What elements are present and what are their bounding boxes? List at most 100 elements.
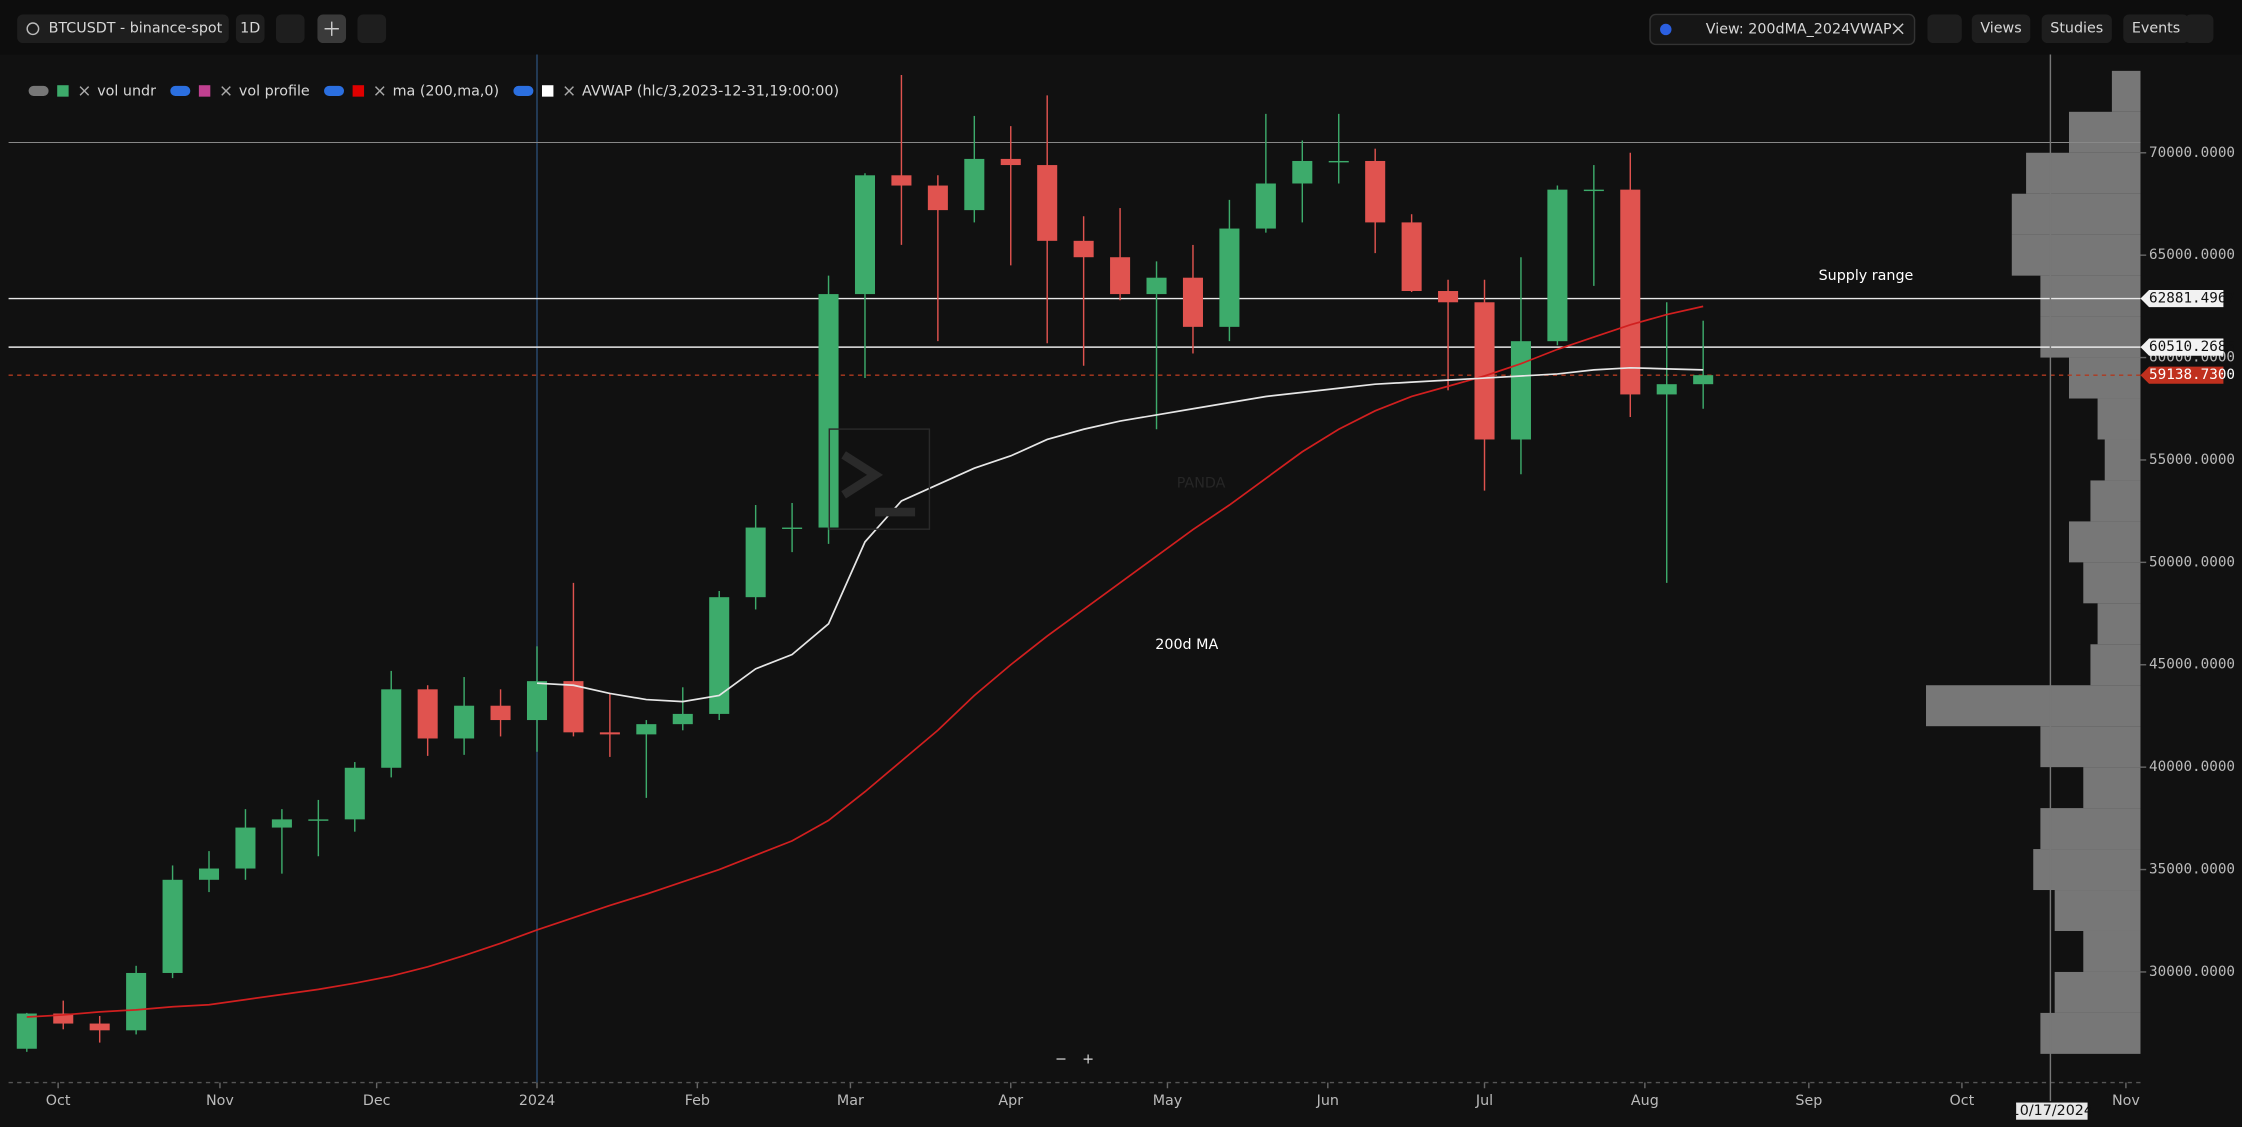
x-tick-label: Jul: [1475, 1093, 1493, 1109]
volume-profile-bar: [2026, 152, 2141, 194]
interval-button[interactable]: [235, 14, 265, 44]
crosshair-date-box: [2016, 1102, 2088, 1120]
zoom-in[interactable]: +: [1082, 1052, 1094, 1068]
toolbar-button: Events: [2132, 21, 2180, 37]
legend-swatch: [57, 85, 69, 97]
annotation: Supply range: [1819, 268, 1914, 284]
x-tick-label: Apr: [998, 1093, 1023, 1109]
volume-profile-bar: [2090, 644, 2141, 686]
candle-body: [1583, 189, 1604, 192]
x-tick-label: Oct: [1950, 1093, 1975, 1109]
candle-body: [1693, 375, 1714, 385]
toolbar-button-bg: [2041, 14, 2112, 44]
volume-profile-bar: [2040, 316, 2141, 358]
candle-body: [1182, 277, 1203, 327]
draw-button[interactable]: [275, 14, 305, 44]
legend-item: vol profile: [239, 84, 310, 100]
candle-body: [308, 819, 329, 821]
candle-body: [1073, 240, 1094, 258]
x-tick-label: Dec: [363, 1093, 391, 1109]
candle-body: [1474, 302, 1495, 440]
candle-body: [126, 972, 147, 1031]
candle-body: [1255, 183, 1276, 229]
legend-swatch: [352, 85, 365, 97]
legend-remove: [221, 86, 231, 96]
candle-body: [89, 1023, 110, 1031]
view-dot: [1660, 23, 1672, 36]
candle-body: [235, 827, 256, 869]
plot: [8, 54, 2147, 1089]
symbol-button[interactable]: [17, 14, 229, 44]
annotation: 200d MA: [1155, 637, 1218, 653]
x-tick-label: Mar: [837, 1093, 864, 1109]
x-tick-label: Nov: [206, 1093, 234, 1109]
volume-profile-bar: [2104, 439, 2141, 481]
candle-body: [563, 681, 584, 733]
toolbar-button-bg: [1971, 14, 2031, 44]
candle-body: [599, 732, 620, 735]
watermark-glyph: [841, 451, 916, 517]
close-icon[interactable]: [1892, 23, 1904, 35]
level-label: 60510.2685: [2149, 339, 2235, 355]
candle-body: [927, 185, 948, 211]
y-tick-label: 45000.0000: [2149, 657, 2235, 673]
level-label-box: [2140, 289, 2224, 308]
toolbar-button-bg: [2123, 14, 2189, 44]
candle-body: [818, 294, 839, 528]
candle-body: [1000, 158, 1021, 166]
plus-icon: [324, 21, 339, 36]
indicator-line: [26, 305, 1704, 1018]
overlay: Views Studies Events vol undr vol profile ma …: [28, 14, 2235, 1109]
y-tick-label: 40000.0000: [2149, 759, 2235, 775]
candle-body: [891, 175, 912, 186]
volume-profile-bar: [2083, 767, 2141, 809]
candle-body: [1547, 189, 1568, 342]
volume-profile-bar: [2068, 111, 2141, 153]
candle-body: [1620, 189, 1641, 395]
candle-body: [1365, 160, 1386, 223]
candle-body: [198, 868, 220, 880]
volume-profile-bar: [2111, 70, 2141, 112]
candle-body: [417, 689, 438, 739]
search-icon: [26, 22, 40, 36]
volume-profile-bar: [2040, 1012, 2141, 1054]
last-price-label: 59138.7300: [2149, 367, 2235, 383]
volume-profile-bar: [2011, 193, 2141, 235]
candle-body: [709, 597, 730, 714]
chart-type-button[interactable]: [1927, 14, 1962, 44]
legend-remove: [564, 86, 574, 96]
legend-toggle: [170, 85, 191, 96]
candle-body: [782, 527, 803, 529]
candle-body: [162, 879, 183, 973]
view-selector[interactable]: [1649, 13, 1916, 46]
candle-body: [854, 175, 876, 295]
x-tick-label: Aug: [1631, 1093, 1659, 1109]
volume-profile-bar: [1926, 685, 2141, 727]
clipboard-button[interactable]: [357, 14, 387, 44]
candle-body: [344, 767, 365, 820]
x-tick-label: 2024: [519, 1093, 555, 1109]
x-tick-label: May: [1153, 1093, 1183, 1109]
last-price-box: [2140, 366, 2224, 384]
candle-body: [1401, 222, 1422, 292]
watermark-icon: [828, 428, 931, 530]
volume-profile-bar: [2011, 234, 2141, 276]
candle-body: [53, 1013, 74, 1024]
y-tick-label: 55000.0000: [2149, 452, 2235, 468]
candle-body: [636, 724, 657, 735]
candle-body: [454, 705, 475, 739]
y-tick-label: 50000.0000: [2149, 554, 2235, 570]
y-tick-label: 65000.0000: [2149, 247, 2235, 263]
legend-swatch: [541, 85, 554, 97]
legend-toggle: [28, 85, 49, 96]
x-tick-label: Nov: [2112, 1093, 2140, 1109]
settings-button[interactable]: [2184, 14, 2214, 44]
candle-body: [672, 713, 693, 725]
candle-body: [16, 1013, 37, 1049]
x-tick-label: Sep: [1795, 1093, 1822, 1109]
zoom-out[interactable]: −: [1055, 1052, 1067, 1068]
symbol: BTCUSDT - binance-spot: [49, 21, 223, 37]
volume-profile-bar: [2054, 890, 2141, 931]
volume-profile-bar: [2097, 398, 2141, 440]
